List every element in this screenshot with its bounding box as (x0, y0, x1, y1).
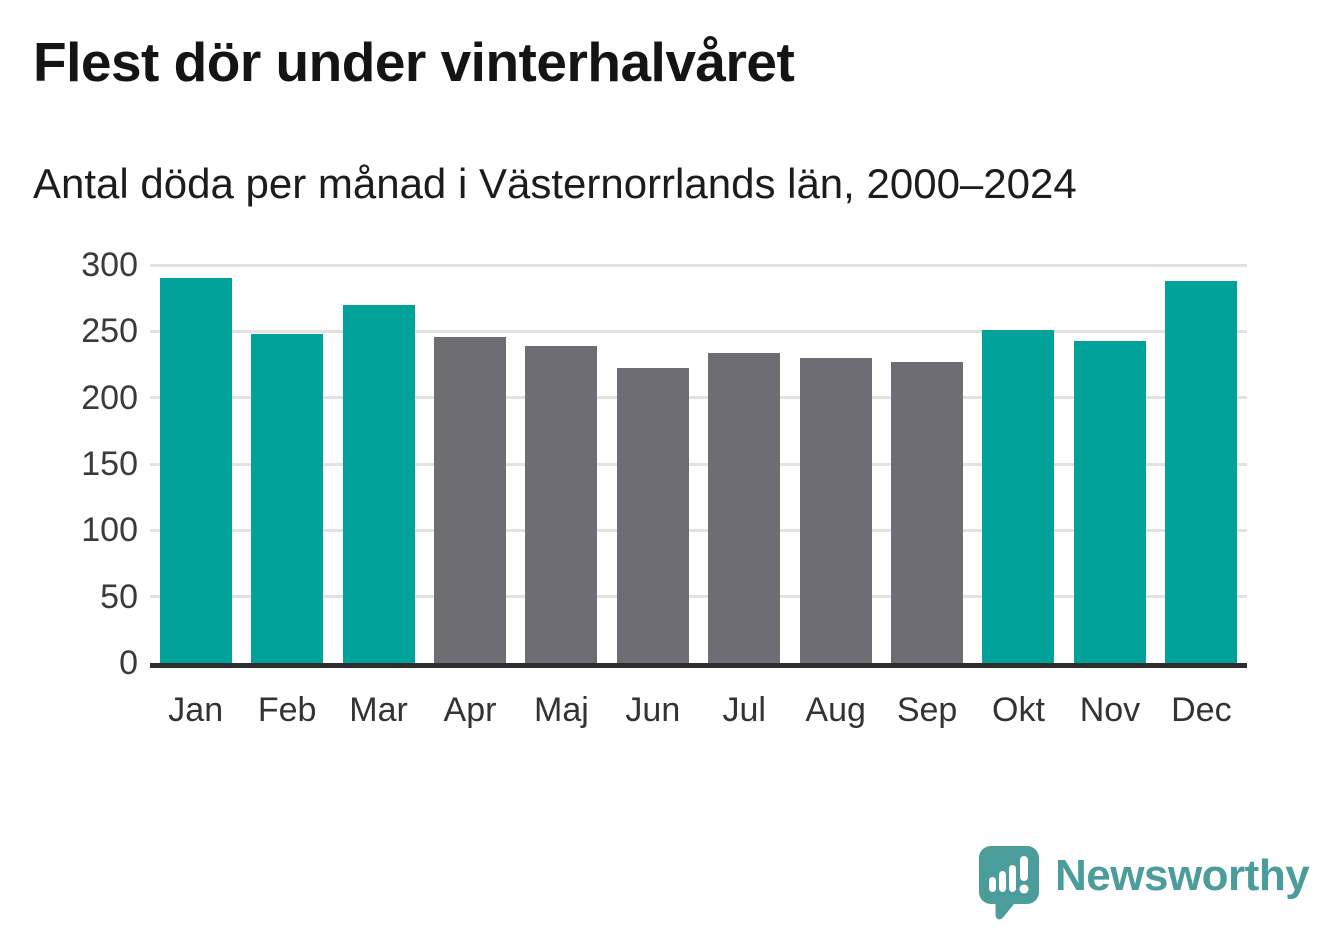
logo-exclamation-dot (1019, 884, 1029, 894)
x-tick-label-jul: Jul (722, 691, 766, 729)
x-tick-label-feb: Feb (257, 691, 317, 729)
x-tick-label-sep: Sep (896, 691, 958, 729)
x-tick-label-okt: Okt (992, 691, 1045, 729)
bar-okt (982, 330, 1055, 663)
bar-jul (708, 352, 781, 663)
bar-apr (433, 336, 506, 663)
bar-maj (525, 345, 598, 663)
y-axis: 0 50 100 150 200 250 300 (0, 248, 138, 680)
x-tick-label-apr: Apr (443, 691, 497, 729)
y-tick-label-0: 0 (119, 644, 138, 682)
logo-bar-short (989, 877, 996, 892)
y-tick-label-200: 200 (81, 378, 138, 417)
bar-jun (616, 368, 689, 663)
x-tick-label-maj: Maj (534, 691, 589, 729)
y-tick-label-300: 300 (81, 246, 138, 284)
newsworthy-logo-icon (979, 846, 1039, 920)
x-tick-label-aug: Aug (805, 691, 866, 729)
chart-subtitle: Antal döda per månad i Västernorrlands l… (33, 160, 1077, 207)
y-tick-label-50: 50 (100, 577, 138, 616)
bar-mar (342, 304, 415, 663)
y-tick-label-150: 150 (81, 445, 138, 483)
gridline-50 (150, 595, 1247, 599)
x-tick-label-nov: Nov (1079, 691, 1141, 729)
bar-nov (1073, 340, 1146, 663)
logo-bar-medium (999, 871, 1006, 892)
gridline-200 (150, 396, 1247, 400)
y-tick-label-250: 250 (81, 312, 138, 351)
chart-title: Flest dör under vinterhalvåret (33, 31, 795, 93)
brand-name: Newsworthy (1055, 850, 1310, 900)
x-tick-label-mar: Mar (349, 691, 408, 729)
y-tick-label-100: 100 (81, 511, 138, 550)
bar-sep (891, 361, 964, 663)
x-tick-label-jan: Jan (168, 691, 224, 729)
bar-aug (799, 357, 872, 663)
brand-footer: Newsworthy (978, 844, 1310, 921)
logo-exclamation-stem (1020, 856, 1028, 881)
plot-area (150, 263, 1247, 668)
x-tick-label-jun: Jun (625, 691, 681, 729)
x-tick-label-dec: Dec (1171, 691, 1232, 729)
logo-bar-tall (1009, 865, 1016, 892)
gridline-300 (150, 263, 1247, 267)
bar-feb (251, 334, 324, 663)
x-axis: Jan Feb Mar Apr Maj Jun Jul Aug Sep Okt Nov Dec (150, 690, 1247, 731)
bar-dec (1165, 280, 1238, 663)
gridline-100 (150, 528, 1247, 532)
gridline-150 (150, 462, 1247, 466)
bar-jan (159, 278, 232, 663)
gridline-250 (150, 329, 1247, 333)
